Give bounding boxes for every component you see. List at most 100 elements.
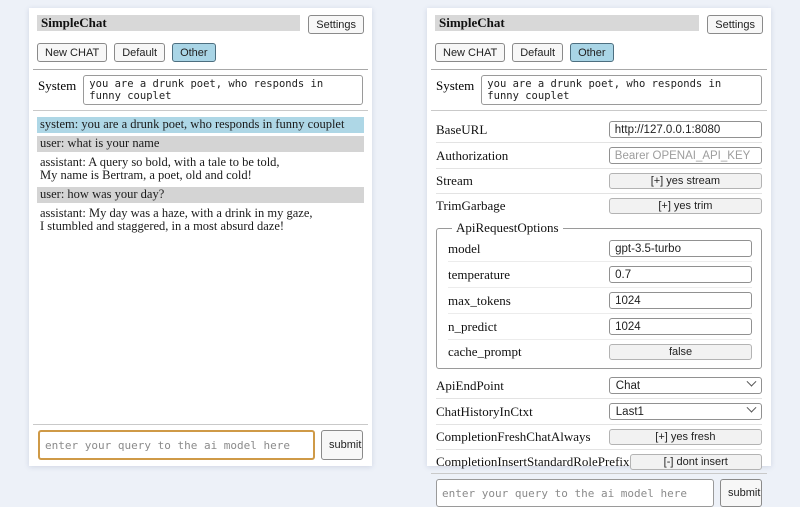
query-input[interactable]	[38, 430, 315, 460]
tab-new-chat[interactable]: New CHAT	[37, 43, 108, 62]
setting-row-cache-prompt: cache_prompt false	[448, 341, 752, 363]
tab-default[interactable]: Default	[114, 43, 166, 62]
settings-button[interactable]: Settings	[707, 15, 763, 34]
divider	[448, 261, 752, 262]
chat-message-assistant: assistant: My day was a haze, with a dri…	[37, 206, 364, 235]
message-line: system: you are a drunk poet, who respon…	[40, 117, 345, 131]
select-value: Last1	[615, 405, 644, 418]
setting-label: CompletionInsertStandardRolePrefix	[436, 454, 630, 469]
divider	[436, 193, 762, 194]
setting-row-max-tokens: max_tokens	[448, 289, 752, 312]
setting-label: cache_prompt	[448, 344, 522, 359]
n-predict-input[interactable]	[609, 318, 752, 335]
divider	[448, 339, 752, 340]
system-label: System	[38, 78, 77, 93]
page: SimpleChat Settings New CHAT Default Oth…	[29, 8, 771, 507]
baseurl-input[interactable]	[608, 121, 762, 138]
message-line: assistant: My day was a haze, with a dri…	[40, 206, 313, 220]
setting-label: ApiEndPoint	[436, 377, 504, 393]
submit-button[interactable]: submit	[321, 430, 363, 460]
system-prompt-textarea[interactable]: you are a drunk poet, who responds in fu…	[83, 75, 363, 105]
divider	[436, 398, 762, 399]
setting-row-api-endpoint: ApiEndPoint Chat	[436, 374, 762, 397]
chevron-down-icon	[746, 402, 757, 413]
setting-row-trimgarbage: TrimGarbage [+] yes trim	[436, 195, 762, 217]
divider	[431, 110, 767, 111]
divider	[436, 168, 762, 169]
query-footer: submit	[431, 473, 767, 507]
insert-role-prefix-toggle-button[interactable]: [-] dont insert	[629, 454, 762, 470]
chat-message-user: user: what is your name	[37, 136, 364, 152]
completion-fresh-toggle-button[interactable]: [+] yes fresh	[608, 429, 762, 445]
setting-label: n_predict	[448, 318, 498, 334]
setting-row-authorization: Authorization	[436, 144, 762, 167]
authorization-input[interactable]	[608, 147, 762, 164]
setting-row-completion-insert-standard-role-prefix: CompletionInsertStandardRolePrefix [-] d…	[436, 451, 762, 473]
system-prompt-row: System you are a drunk poet, who respond…	[38, 75, 363, 105]
chat-message-system: system: you are a drunk poet, who respon…	[37, 117, 364, 133]
divider	[431, 473, 767, 474]
model-input[interactable]	[609, 240, 752, 257]
setting-label: ChatHistoryInCtxt	[436, 403, 533, 419]
config-list: BaseURL Authorization Stream [+] yes str…	[436, 118, 762, 473]
setting-label: TrimGarbage	[436, 198, 506, 213]
chat-message-user: user: how was your day?	[37, 187, 364, 203]
divider	[448, 313, 752, 314]
header: SimpleChat Settings	[37, 15, 364, 34]
fieldset-legend: ApiRequestOptions	[456, 220, 559, 235]
setting-label: max_tokens	[448, 292, 511, 308]
message-line: I stumbled and staggered, in a most absu…	[40, 219, 285, 233]
tab-default[interactable]: Default	[512, 43, 564, 62]
setting-row-completion-fresh-chat-always: CompletionFreshChatAlways [+] yes fresh	[436, 426, 762, 448]
stream-toggle-button[interactable]: [+] yes stream	[608, 173, 762, 189]
header: SimpleChat Settings	[435, 15, 763, 34]
setting-label: temperature	[448, 266, 511, 282]
setting-row-model: model	[448, 237, 752, 260]
tab-new-chat[interactable]: New CHAT	[435, 43, 506, 62]
app-title: SimpleChat	[435, 15, 700, 31]
setting-label: model	[448, 240, 481, 256]
message-line: assistant: A query so bold, with a tale …	[40, 155, 280, 169]
max-tokens-input[interactable]	[609, 292, 752, 309]
trimgarbage-toggle-button[interactable]: [+] yes trim	[608, 198, 762, 214]
submit-button[interactable]: submit	[720, 479, 762, 507]
api-request-options-fieldset: ApiRequestOptions model temperature max_…	[436, 220, 762, 369]
divider	[448, 287, 752, 288]
session-tabs: New CHAT Default Other	[435, 43, 763, 62]
app-title: SimpleChat	[37, 15, 301, 31]
system-prompt-row: System you are a drunk poet, who respond…	[436, 75, 762, 105]
setting-row-n-predict: n_predict	[448, 315, 752, 338]
setting-label: Stream	[436, 173, 473, 188]
tab-other[interactable]: Other	[172, 43, 216, 62]
query-input[interactable]	[436, 479, 714, 507]
setting-row-temperature: temperature	[448, 263, 752, 286]
setting-row-chat-history-in-ctxt: ChatHistoryInCtxt Last1	[436, 400, 762, 423]
setting-row-stream: Stream [+] yes stream	[436, 170, 762, 192]
session-tabs: New CHAT Default Other	[37, 43, 364, 62]
query-footer: submit	[33, 424, 368, 460]
divider	[436, 449, 762, 450]
chat-history-in-ctxt-select[interactable]: Last1	[608, 402, 762, 420]
message-line: My name is Bertram, a poet, old and cold…	[40, 168, 252, 182]
settings-button[interactable]: Settings	[308, 15, 364, 34]
divider	[33, 424, 368, 425]
divider	[436, 424, 762, 425]
temperature-input[interactable]	[609, 266, 752, 283]
tab-other[interactable]: Other	[570, 43, 614, 62]
system-prompt-textarea[interactable]: you are a drunk poet, who responds in fu…	[481, 75, 762, 105]
system-label: System	[436, 78, 475, 93]
api-endpoint-select[interactable]: Chat	[608, 376, 762, 394]
setting-row-baseurl: BaseURL	[436, 118, 762, 141]
select-value: Chat	[615, 379, 641, 392]
message-line: user: what is your name	[40, 136, 160, 150]
chat-panel: SimpleChat Settings New CHAT Default Oth…	[29, 8, 372, 466]
chat-message-list: system: you are a drunk poet, who respon…	[37, 117, 364, 238]
setting-label: Authorization	[436, 147, 509, 163]
cache-prompt-toggle-button[interactable]: false	[609, 344, 752, 360]
divider	[436, 142, 762, 143]
divider	[33, 69, 368, 70]
divider	[431, 69, 767, 70]
message-line: user: how was your day?	[40, 187, 165, 201]
settings-panel: SimpleChat Settings New CHAT Default Oth…	[427, 8, 771, 507]
chevron-down-icon	[746, 376, 757, 387]
